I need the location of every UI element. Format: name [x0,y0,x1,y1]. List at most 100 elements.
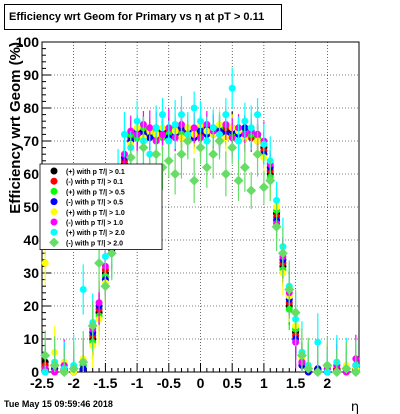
data-point [165,137,173,145]
y-tick-label: 60 [23,166,39,182]
data-point [177,111,185,119]
legend-marker [50,198,58,206]
x-tick-label: -2 [67,375,80,391]
data-point [222,111,230,119]
data-point [331,367,342,377]
legend-box [39,163,163,250]
data-point [208,149,219,160]
legend-entry: (+) with p T/| > 2.0 [66,230,125,237]
data-point [197,117,204,125]
data-point [254,111,262,119]
data-point [201,162,212,173]
data-point [220,169,231,179]
data-point [151,149,162,160]
data-point [239,162,250,173]
data-point [176,149,187,160]
data-point [189,175,200,186]
legend-marker [50,228,58,236]
legend-marker [50,218,58,226]
data-point [106,248,117,259]
data-point [265,175,276,186]
data-point [182,136,193,146]
data-point [146,124,154,132]
data-point [252,149,263,160]
data-point [190,124,198,132]
legend-marker [50,177,58,185]
data-point [125,152,136,163]
data-point [158,130,166,138]
data-point [203,137,211,145]
y-axis-label: Efficiency wrt Geom (%) [7,42,24,214]
data-point [158,111,166,119]
y-tick-label: 100 [16,34,40,50]
y-tick-label: 70 [23,133,39,149]
legend-entry: (-) with p T/| > 0.1 [66,179,123,186]
y-tick-label: 0 [31,364,39,380]
data-point [273,196,281,204]
data-point [290,307,301,318]
data-point [258,182,269,193]
y-tick-label: 50 [23,199,39,215]
data-point [350,367,361,377]
legend-marker [50,208,58,216]
x-tick-label: -2.5 [30,375,54,391]
data-point [138,142,149,153]
x-tick-label: 1.5 [286,375,306,391]
data-point [322,360,333,371]
data-point [277,248,288,259]
x-tick-label: -1.5 [93,375,117,391]
data-point [271,221,282,232]
data-point [120,130,128,138]
x-tick-label: -0.5 [157,375,181,391]
data-point [303,363,314,374]
x-tick-label: 0.5 [222,375,242,391]
data-point [171,121,179,128]
data-point [296,350,307,361]
legend-marker [50,167,58,175]
y-tick-label: 80 [23,100,39,116]
data-point [79,286,87,293]
chart-title: Efficiency wrt Geom for Primary vs η at … [4,4,282,30]
data-point [101,253,109,260]
data-point [312,367,323,377]
x-tick-label: -1 [131,375,144,391]
legend-entry: (-) with p T/| > 2.0 [66,240,123,247]
data-point [246,185,257,196]
data-point [314,338,322,346]
data-point [284,284,295,295]
data-point [241,117,249,125]
data-point [247,124,255,132]
data-point [190,104,198,112]
x-axis-label: η [351,400,359,414]
data-point [170,169,181,179]
x-tick-label: 1 [260,375,268,391]
y-tick-label: 40 [23,232,39,248]
y-tick-label: 30 [23,265,39,281]
legend: (+) with p T/| > 0.1 (-) with p T/| > 0.1… [39,163,163,250]
legend-entry: (-) with p T/| > 0.5 [66,200,123,207]
data-point [41,259,49,267]
data-point [228,84,236,92]
x-tick-label: 0 [197,375,205,391]
legend-marker [50,187,58,195]
data-point [195,142,206,153]
legend-entry: (+) with p T/| > 0.5 [66,189,125,196]
data-point [341,363,352,374]
data-point [209,124,217,132]
data-point [163,155,174,166]
data-point [152,124,160,132]
data-point [260,140,268,148]
y-tick-label: 20 [23,298,39,314]
data-point [233,175,244,186]
y-tick-label: 10 [23,331,39,347]
x-tick-label: 2 [323,375,331,391]
legend-entry: (-) with p T/| > 1.0 [66,220,123,227]
data-point [214,136,225,146]
data-point [146,150,154,158]
legend-entry: (+) with p T/| > 0.1 [66,169,125,176]
data-point [235,137,243,145]
timestamp: Tue May 15 09:59:46 2018 [4,399,113,409]
legend-marker [49,237,59,248]
y-tick-label: 90 [23,67,39,83]
